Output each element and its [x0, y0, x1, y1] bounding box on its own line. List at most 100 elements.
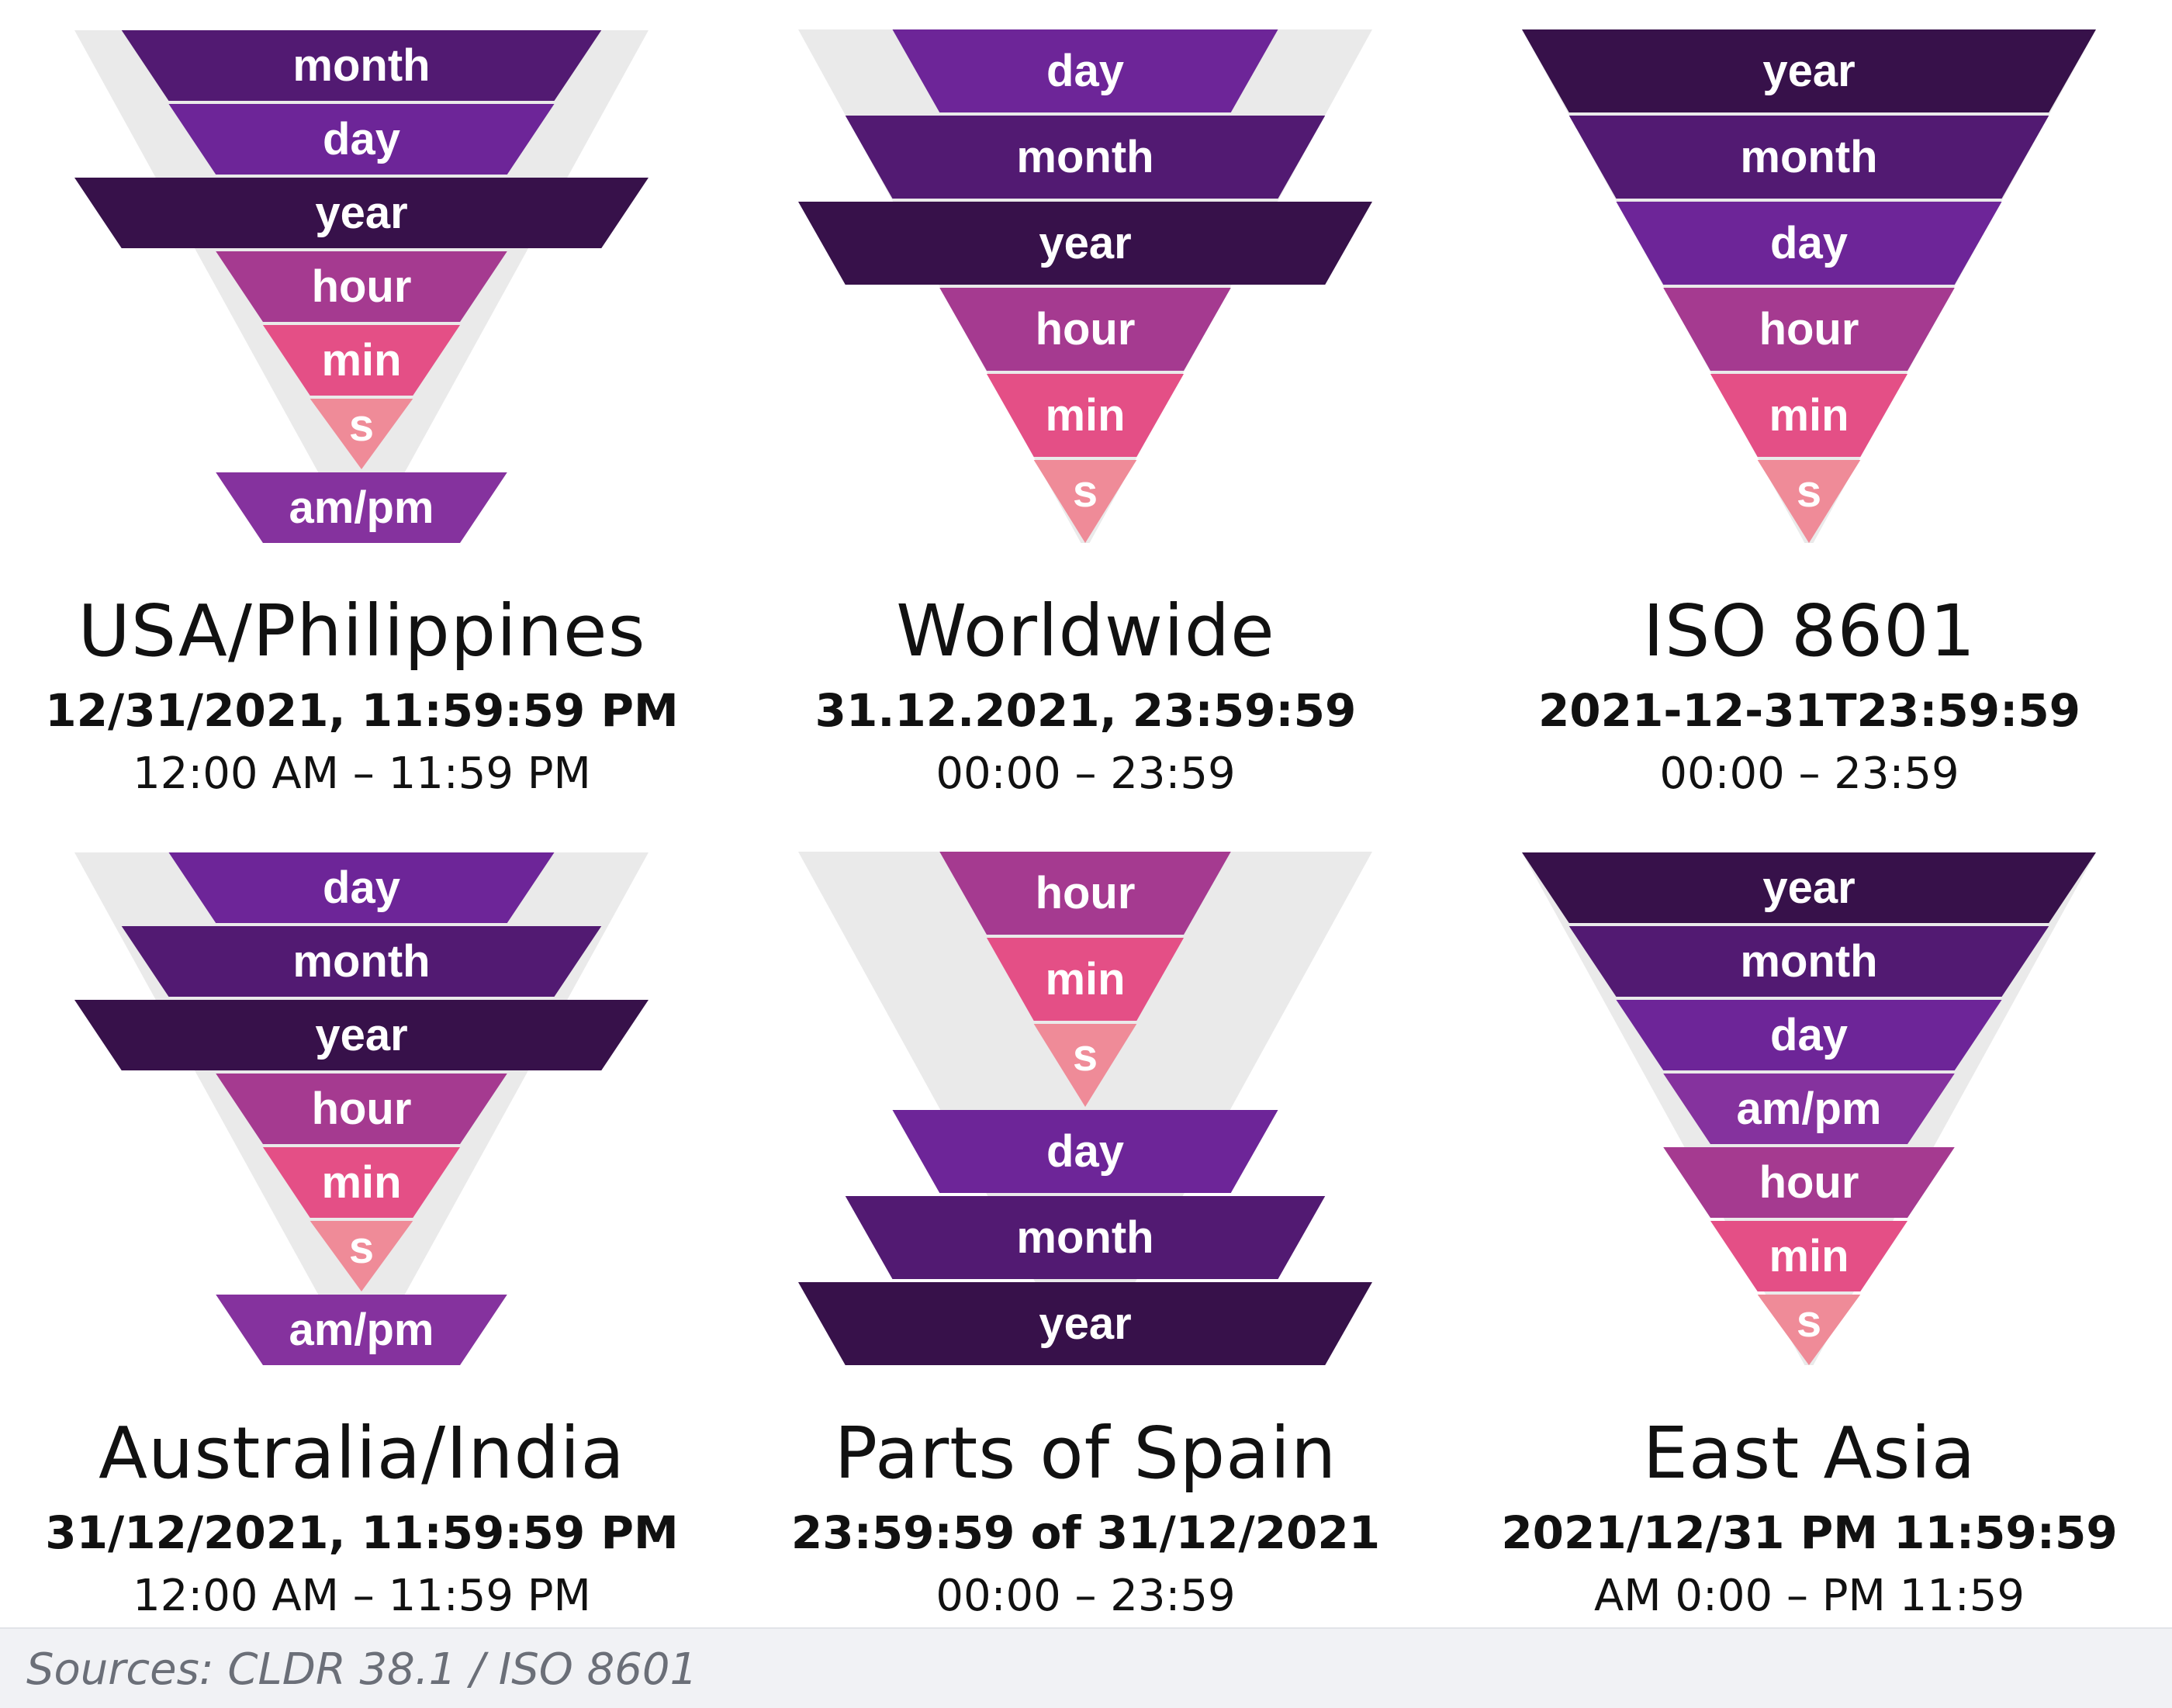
funnel-label-day: day — [323, 863, 400, 913]
funnel-label-hour: hour — [1759, 304, 1859, 354]
funnel-label-am-pm: am/pm — [289, 1305, 434, 1355]
funnel-segment-s — [1757, 460, 1861, 543]
funnel-label-s: s — [349, 400, 374, 451]
funnel-segment-year — [1522, 29, 2096, 112]
funnel-label-year: year — [1039, 1298, 1131, 1349]
funnel-label-min: min — [1045, 390, 1125, 441]
funnel-segment-day — [892, 29, 1278, 112]
funnel-label-month: month — [292, 40, 430, 91]
funnel-label-year: year — [1762, 46, 1855, 96]
funnel-label-s: s — [1797, 466, 1821, 517]
funnel-segment-hour — [939, 852, 1231, 935]
funnel-label-day: day — [323, 114, 400, 164]
funnel-label-day: day — [1046, 1126, 1124, 1177]
funnel-segment-min — [1710, 374, 1908, 457]
funnel-label-min: min — [1045, 954, 1125, 1004]
date-example: 12/31/2021, 11:59:59 PM — [45, 684, 679, 737]
funnel-label-s: s — [1073, 466, 1098, 517]
funnel-segment-month — [121, 926, 602, 997]
funnel-segment-day — [1616, 1000, 2002, 1070]
funnel-segment-am-pm — [216, 1295, 507, 1365]
funnel-segment-year — [1522, 852, 2096, 923]
funnel-segment-year — [74, 1000, 648, 1070]
funnel-label-year: year — [1762, 863, 1855, 913]
panel-parts-of-spain: hour min s day month year Parts of Spain 23:5… — [724, 852, 1447, 1675]
funnel-label-year: year — [315, 188, 407, 238]
date-example: 31/12/2021, 11:59:59 PM — [45, 1506, 679, 1559]
date-example: 2021/12/31 PM 11:59:59 — [1501, 1506, 2118, 1559]
funnel-label-min: min — [1769, 390, 1849, 441]
funnel-segment-min — [262, 325, 461, 396]
funnel-label-hour: hour — [312, 261, 412, 312]
funnel-diagram: month day year hour min s am/pm — [74, 30, 648, 543]
date-example: 23:59:59 of 31/12/2021 — [790, 1506, 1381, 1559]
funnel-label-s: s — [1797, 1296, 1821, 1347]
time-range: 12:00 AM – 11:59 PM — [133, 749, 591, 799]
funnel-segment-s — [1757, 1295, 1861, 1365]
funnel-segment-month — [1568, 926, 2049, 997]
funnel-segment-hour — [1663, 288, 1955, 371]
funnel-label-month: month — [1016, 132, 1153, 182]
funnel-segment-hour — [939, 288, 1231, 371]
funnel-label-day: day — [1046, 46, 1124, 96]
funnel-segment-month — [845, 116, 1326, 199]
funnel-label-hour: hour — [312, 1084, 412, 1134]
funnel-diagram: hour min s day month year — [798, 852, 1372, 1365]
funnel-segment-min — [986, 374, 1185, 457]
funnel-label-min: min — [321, 335, 401, 386]
time-range: 12:00 AM – 11:59 PM — [133, 1571, 591, 1621]
funnel-label-am-pm: am/pm — [289, 482, 434, 533]
funnel-label-year: year — [315, 1010, 407, 1060]
footer-bar: Sources: CLDR 38.1 / ISO 8601 — [0, 1627, 2172, 1708]
funnel-segment-s — [310, 1221, 413, 1291]
region-title: ISO 8601 — [1642, 590, 1977, 672]
funnel-segment-year — [798, 202, 1372, 285]
time-range: 00:00 – 23:59 — [1659, 749, 1959, 799]
funnel-segment-s — [1033, 1024, 1137, 1107]
panel-usa-philippines: month day year hour min s am/pm USA/Philippine… — [0, 30, 724, 853]
region-title: East Asia — [1642, 1412, 1977, 1495]
funnel-segment-s — [1033, 460, 1137, 543]
funnel-label-hour: hour — [1036, 304, 1136, 354]
funnel-segment-month — [845, 1196, 1326, 1279]
region-title: Australia/India — [99, 1412, 625, 1495]
funnel-segment-min — [262, 1147, 461, 1218]
funnel-segment-s — [310, 399, 413, 469]
region-title: Parts of Spain — [834, 1412, 1337, 1495]
funnel-segment-hour — [216, 1074, 507, 1144]
funnel-segment-am-pm — [216, 472, 507, 543]
funnel-label-month: month — [1740, 936, 1877, 987]
funnel-label-s: s — [1073, 1030, 1098, 1080]
funnel-label-s: s — [349, 1222, 374, 1273]
funnel-segment-day — [1616, 202, 2002, 285]
region-title: USA/Philippines — [78, 590, 646, 672]
funnel-background — [798, 852, 1372, 1365]
source-note: Sources: CLDR 38.1 / ISO 8601 — [26, 1644, 698, 1695]
funnel-segment-hour — [1663, 1147, 1955, 1218]
funnel-label-day: day — [1770, 1010, 1848, 1060]
funnel-segment-min — [986, 938, 1185, 1021]
funnel-label-day: day — [1770, 218, 1848, 268]
funnel-label-month: month — [292, 936, 430, 987]
region-title: Worldwide — [896, 590, 1275, 672]
panel-australia-india: day month year hour min s am/pm Australia/Indi… — [0, 852, 724, 1675]
funnel-segment-day — [892, 1110, 1278, 1193]
funnel-label-year: year — [1039, 218, 1131, 268]
funnel-segment-min — [1710, 1221, 1908, 1291]
funnel-segment-month — [1568, 116, 2049, 199]
funnel-label-month: month — [1740, 132, 1877, 182]
date-example: 2021-12-31T23:59:59 — [1537, 684, 2081, 737]
funnel-segment-year — [798, 1282, 1372, 1365]
panel-iso-8601: year month day hour min s ISO 8601 2021-12-31… — [1447, 29, 2171, 853]
funnel-segment-month — [121, 30, 602, 101]
panel-worldwide: day month year hour min s Worldwide 31.12.202… — [724, 29, 1447, 853]
time-range: 00:00 – 23:59 — [936, 1571, 1236, 1621]
funnel-label-min: min — [1769, 1231, 1849, 1281]
panel-east-asia: year month day am/pm hour min s East Asia 2021… — [1447, 852, 2171, 1675]
funnel-segment-hour — [216, 251, 507, 322]
date-example: 31.12.2021, 23:59:59 — [814, 684, 1357, 737]
time-range: AM 0:00 – PM 11:59 — [1593, 1571, 2025, 1621]
funnel-segment-day — [168, 104, 555, 175]
funnel-label-month: month — [1016, 1212, 1153, 1263]
funnel-diagram: year month day hour min s — [1522, 29, 2096, 543]
